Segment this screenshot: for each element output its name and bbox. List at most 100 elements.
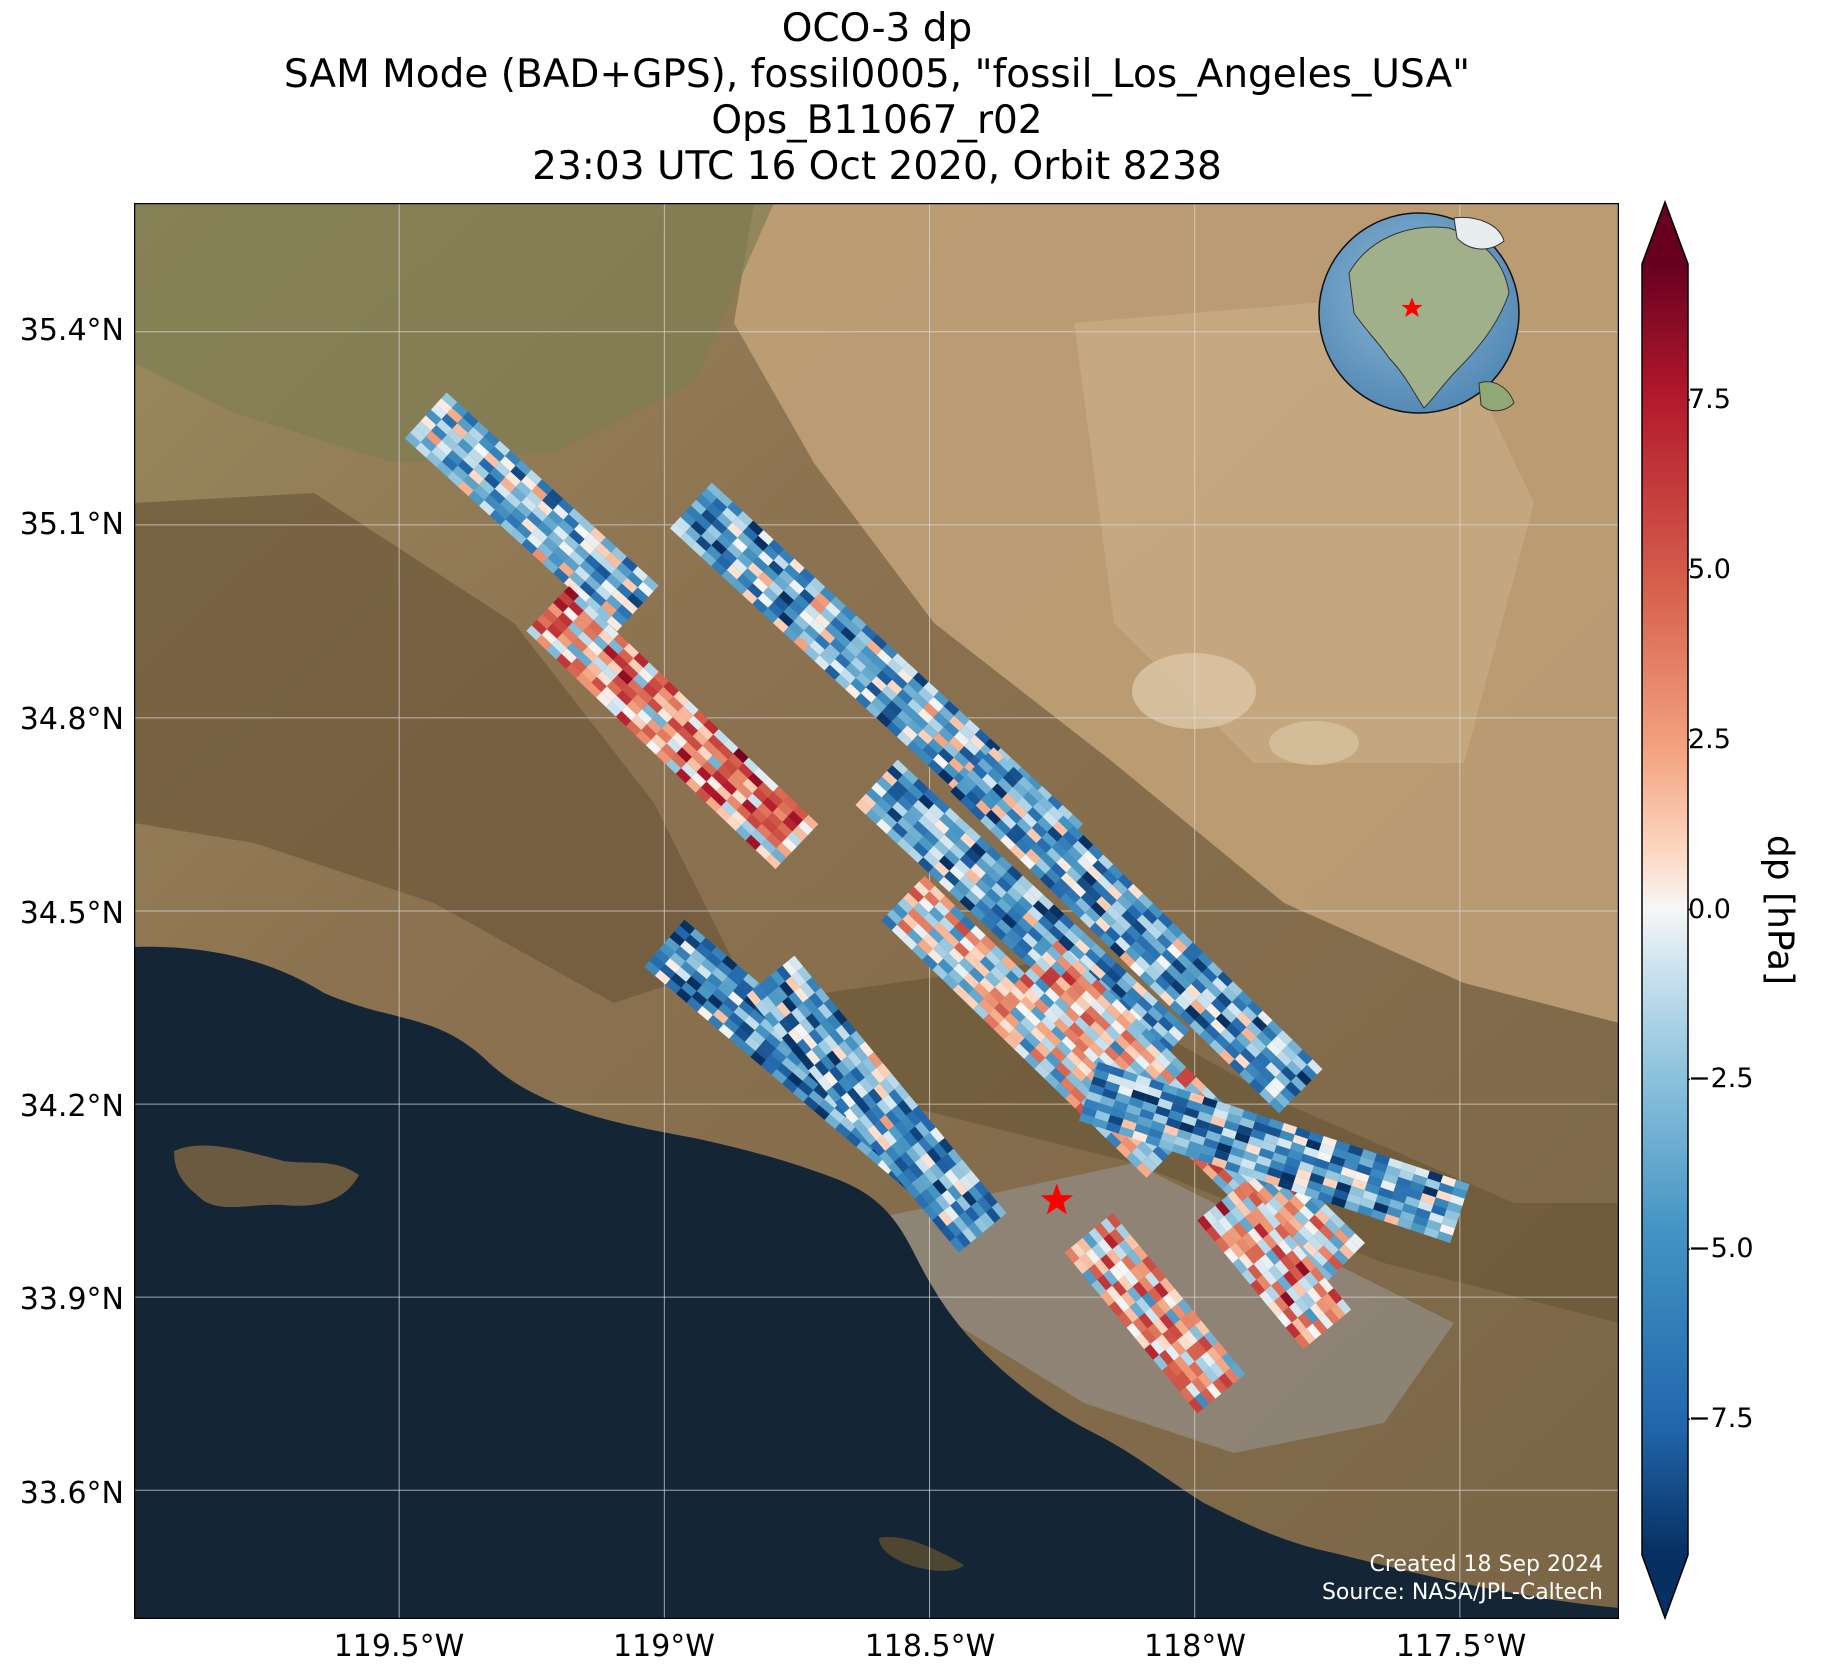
sounding-cell	[1380, 1179, 1396, 1192]
sounding-cell	[542, 558, 559, 574]
sounding-cell	[571, 657, 587, 673]
sounding-cell	[1303, 1271, 1319, 1288]
sounding-cell	[1160, 970, 1176, 986]
sounding-cell	[1098, 1051, 1114, 1067]
sounding-cell	[944, 1169, 960, 1185]
sounding-cell	[887, 765, 903, 781]
sounding-cell	[763, 566, 779, 582]
sounding-cell	[1356, 1163, 1372, 1176]
sounding-cell	[677, 726, 693, 742]
sounding-cell	[666, 737, 682, 754]
sounding-cell	[1035, 858, 1051, 874]
sounding-cell	[479, 500, 495, 516]
sounding-cell	[662, 702, 678, 718]
sounding-cell	[938, 876, 955, 892]
sounding-cell	[1039, 1057, 1056, 1074]
sounding-cell	[1308, 1131, 1324, 1144]
sounding-cell	[1100, 1290, 1115, 1307]
sounding-cell	[1262, 1269, 1278, 1286]
sounding-cell	[922, 954, 938, 970]
sounding-cell	[1232, 1258, 1248, 1274]
sounding-cell	[829, 1029, 845, 1046]
sounding-cell	[1286, 1250, 1302, 1266]
sounding-cell	[1001, 813, 1017, 830]
sounding-cell	[420, 415, 437, 431]
sounding-cell	[1293, 1175, 1310, 1188]
sounding-cell	[819, 628, 836, 644]
sounding-cell	[716, 554, 732, 570]
sounding-cell	[1323, 1240, 1339, 1256]
sounding-cell	[1065, 1093, 1081, 1109]
sounding-cell	[1431, 1204, 1447, 1217]
sounding-cell	[867, 1052, 883, 1068]
sounding-cell	[1262, 1202, 1279, 1218]
sounding-cell	[1435, 1190, 1452, 1202]
sounding-cell	[431, 425, 447, 441]
sounding-cell	[892, 801, 908, 817]
sounding-cell	[988, 1008, 1005, 1024]
sounding-cell	[911, 1178, 927, 1194]
sounding-cell	[948, 947, 965, 964]
sounding-cell	[606, 701, 622, 717]
sounding-cell	[1127, 1250, 1142, 1266]
sounding-cell	[1008, 766, 1024, 782]
sounding-cell	[1322, 1177, 1339, 1189]
sounding-cell	[739, 1021, 755, 1037]
sounding-cell	[1271, 1280, 1286, 1297]
sounding-cell	[1291, 1183, 1307, 1195]
sounding-cell	[1194, 1014, 1211, 1030]
sounding-cell	[478, 436, 495, 453]
sounding-cell	[595, 543, 612, 559]
sounding-cell	[1136, 1260, 1151, 1277]
sounding-cell	[1330, 1303, 1346, 1320]
sounding-cell	[1162, 1293, 1178, 1309]
sounding-cell	[1184, 1004, 1201, 1021]
sounding-cell	[1333, 1188, 1349, 1201]
sounding-cell	[1329, 1213, 1346, 1229]
sounding-cell	[654, 969, 671, 985]
sounding-cell	[799, 1018, 815, 1034]
sounding-cell	[1122, 889, 1138, 905]
sounding-cell	[1285, 1322, 1301, 1339]
sounding-cell	[755, 1045, 771, 1060]
satellite-map[interactable]	[134, 203, 1619, 1619]
sounding-cell	[1018, 776, 1034, 792]
catalina-island	[879, 1537, 964, 1571]
sounding-cell	[927, 948, 944, 965]
map-panel[interactable]	[134, 203, 1619, 1619]
sounding-cell	[755, 844, 771, 860]
sounding-cell	[735, 825, 751, 841]
sounding-cell	[500, 519, 517, 535]
sounding-cell	[892, 780, 908, 796]
sounding-cell	[814, 987, 830, 1004]
sounding-cell	[1217, 971, 1233, 987]
sounding-cell	[1093, 1069, 1110, 1081]
sounding-cell	[1120, 1291, 1136, 1307]
sounding-cell	[1224, 1368, 1240, 1384]
sounding-cell	[1210, 1018, 1226, 1034]
sounding-cell	[960, 915, 976, 931]
lat-label-35-1: 35.1°N	[19, 507, 124, 542]
sounding-cell	[1079, 933, 1096, 949]
sounding-cell	[917, 687, 934, 703]
sounding-cell	[1398, 1169, 1415, 1182]
sounding-cell	[707, 755, 723, 771]
sounding-cell	[907, 677, 924, 694]
sounding-cell	[1319, 1203, 1336, 1220]
sounding-cell	[1089, 922, 1106, 938]
sounding-cell	[897, 710, 913, 726]
sounding-cell	[762, 587, 779, 603]
sounding-cell	[1132, 899, 1148, 915]
sounding-cell	[1175, 974, 1192, 990]
sounding-cell	[1168, 1288, 1184, 1304]
sounding-cell	[787, 831, 803, 847]
sounding-cell	[552, 618, 568, 634]
sounding-cell	[1163, 1124, 1179, 1137]
sounding-cell	[973, 1003, 989, 1020]
sounding-cell	[1286, 1060, 1302, 1076]
sounding-cell	[1147, 1127, 1164, 1140]
sounding-cell	[747, 520, 764, 536]
sounding-cell	[963, 973, 980, 989]
sounding-cell	[1040, 873, 1056, 890]
sounding-cell	[1168, 1025, 1184, 1042]
